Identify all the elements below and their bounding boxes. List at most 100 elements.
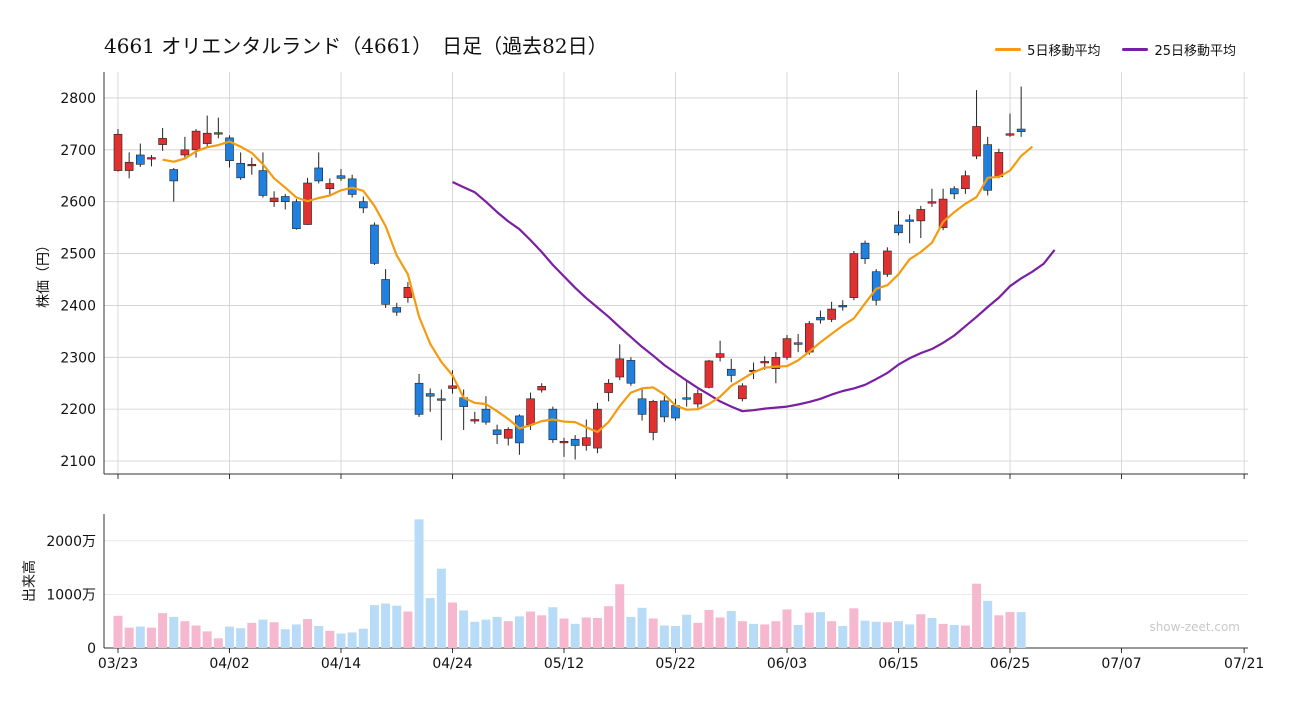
x-tick-label: 06/25	[990, 656, 1030, 672]
volume-bar	[626, 616, 636, 648]
candle-body	[760, 361, 770, 364]
volume-bar	[983, 600, 993, 648]
volume-axis-title: 出来高	[21, 560, 38, 602]
volume-bar	[392, 605, 402, 648]
volume-bar	[1016, 612, 1026, 648]
candle-body	[503, 429, 513, 439]
candle-body	[113, 133, 123, 171]
candle-body	[816, 317, 825, 321]
candle-body	[548, 408, 558, 441]
volume-bar	[146, 627, 156, 648]
volume-bar	[269, 622, 279, 648]
volume-bar	[358, 628, 368, 648]
volume-bar	[158, 613, 168, 648]
x-tick-label: 07/07	[1101, 656, 1141, 672]
volume-bar	[648, 618, 658, 648]
candle-body	[927, 201, 937, 204]
candle-body	[169, 169, 179, 182]
volume-bar	[749, 623, 759, 648]
chart-title: 4661 オリエンタルランド（4661） 日足（過去82日）	[104, 34, 608, 58]
candle-body	[236, 162, 245, 179]
candle-body	[938, 198, 948, 228]
candle-body	[949, 188, 959, 195]
volume-bar	[369, 605, 379, 648]
volume-bar	[804, 612, 814, 648]
legend-item-ma5: 5日移動平均	[995, 40, 1100, 59]
candle-body	[136, 154, 145, 165]
price-tick-label: 2300	[60, 350, 96, 366]
candle-body	[894, 224, 903, 234]
candle-body	[180, 149, 190, 156]
volume-bar	[247, 622, 257, 648]
volume-bar	[448, 602, 457, 648]
price-tick-label: 2800	[60, 91, 96, 107]
volume-bar	[815, 612, 825, 648]
ma25-line	[452, 181, 1056, 413]
candle-body	[392, 307, 402, 313]
volume-bar	[169, 616, 179, 648]
volume-bar	[436, 568, 446, 648]
candle-body	[983, 144, 993, 191]
volume-bar	[927, 617, 937, 648]
candle-body	[726, 368, 736, 376]
candle-body	[492, 429, 502, 435]
volume-tick-label: 2000万	[46, 534, 96, 550]
candle-body	[849, 253, 859, 298]
candle-body	[414, 382, 424, 415]
legend-swatch-ma5	[995, 48, 1022, 51]
volume-bar	[225, 626, 234, 648]
x-tick-label: 06/03	[767, 656, 807, 672]
candle-body	[771, 356, 781, 370]
volume-bar	[303, 619, 313, 648]
volume-bar	[581, 617, 591, 648]
price-tick-label: 2600	[60, 195, 96, 211]
volume-bar	[503, 621, 513, 648]
volume-bar	[280, 629, 290, 648]
candle-body	[147, 157, 156, 160]
volume-bar	[213, 638, 223, 648]
volume-bar	[894, 621, 903, 648]
price-tick-label: 2200	[60, 402, 96, 418]
volume-bar	[481, 619, 491, 648]
volume-tick-label: 0	[87, 641, 96, 657]
candle-body	[358, 201, 368, 209]
price-axis-title: 株価（円）	[36, 238, 52, 308]
volume-bar	[994, 615, 1004, 648]
volume-bar	[258, 619, 268, 648]
price-tick-label: 2500	[60, 247, 96, 263]
x-tick-label: 07/21	[1224, 656, 1264, 672]
candle-body	[437, 398, 446, 401]
volume-bar	[615, 584, 625, 648]
candle-body	[303, 182, 312, 225]
candle-body	[626, 360, 636, 384]
candle-body	[314, 167, 324, 182]
candle-body	[258, 170, 268, 196]
candle-body	[604, 382, 613, 393]
candle-body	[381, 279, 390, 305]
volume-bar	[682, 614, 692, 648]
legend-label-ma5: 5日移動平均	[1027, 44, 1101, 59]
candle-body	[648, 401, 658, 433]
x-tick-label: 04/24	[432, 656, 472, 672]
candle-body	[425, 393, 435, 397]
candle-body	[202, 132, 212, 144]
volume-bar	[236, 628, 246, 648]
candle-body	[715, 353, 725, 358]
volume-bar	[526, 611, 536, 648]
volume-bar	[849, 608, 859, 648]
candle-body	[370, 224, 379, 264]
volume-bar	[492, 616, 502, 648]
volume-bar	[760, 624, 770, 648]
candle-body	[537, 386, 547, 391]
volume-bar	[737, 621, 747, 648]
candle-body	[292, 201, 301, 229]
ma5-line	[162, 140, 1034, 434]
volume-bar	[793, 624, 803, 648]
candle-body	[637, 398, 647, 415]
volume-bar	[659, 625, 669, 648]
price-tick-label: 2100	[60, 454, 96, 470]
candle-body	[526, 398, 535, 426]
legend: 5日移動平均 25日移動平均	[995, 40, 1236, 59]
candle-body	[570, 438, 580, 446]
